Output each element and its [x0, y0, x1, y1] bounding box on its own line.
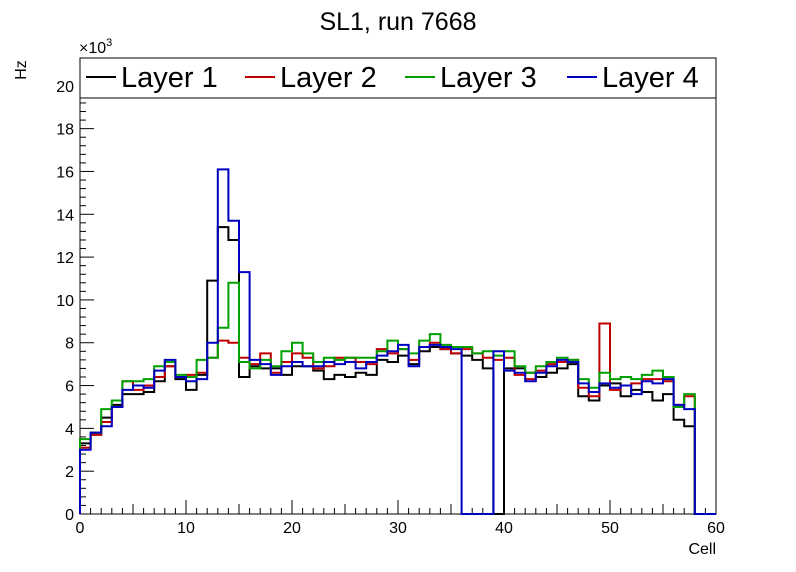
- legend-label: Layer 2: [280, 62, 377, 94]
- legend: Layer 1 Layer 2 Layer 3 Layer 4: [79, 57, 717, 99]
- y-axis-exponent: ×103: [79, 37, 112, 57]
- chart-title: SL1, run 7668: [319, 8, 476, 36]
- legend-box: [79, 57, 717, 99]
- y-tick-label: 20: [56, 79, 74, 96]
- y-tick-label: 18: [56, 122, 74, 139]
- x-axis-title: Cell: [688, 541, 716, 558]
- x-tick-label: 0: [76, 520, 85, 537]
- y-tick-label: 2: [65, 464, 74, 481]
- legend-label: Layer 4: [602, 62, 699, 94]
- x-tick-label: 20: [283, 520, 301, 537]
- series-layer: [79, 168, 716, 515]
- plot-frame: [79, 57, 717, 515]
- x-tick-label: 10: [177, 520, 195, 537]
- y-axis-title: Hz: [13, 60, 30, 80]
- y-tick-label: 0: [65, 507, 74, 524]
- x-tick-label: 40: [495, 520, 513, 537]
- y-tick-label: 12: [56, 250, 74, 267]
- legend-label: Layer 1: [121, 62, 218, 94]
- y-tick-label: 6: [65, 379, 74, 396]
- y-tick-label: 4: [65, 421, 74, 438]
- x-tick-label: 60: [707, 520, 725, 537]
- series-line-layer-3: [79, 281, 716, 515]
- x-tick-label: 30: [389, 520, 407, 537]
- y-tick-label: 8: [65, 336, 74, 353]
- y-tick-label: 10: [56, 293, 74, 310]
- legend-label: Layer 3: [440, 62, 537, 94]
- y-exponent-power: 3: [106, 37, 112, 49]
- x-tick-label: 50: [601, 520, 619, 537]
- y-exponent-base: ×10: [79, 40, 106, 57]
- axes: 0 10 20 30 40 50 60 0 2 4 6 8 10 12 14 16 18 20: [56, 57, 725, 537]
- y-tick-label: 16: [56, 164, 74, 181]
- y-tick-label: 14: [56, 207, 74, 224]
- series-line-layer-4: [79, 168, 716, 515]
